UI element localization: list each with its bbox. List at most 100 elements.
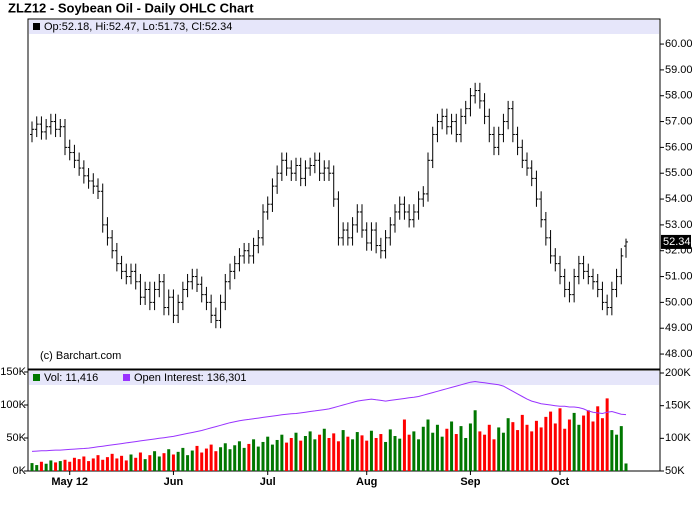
volume-bar — [346, 436, 350, 471]
volume-bar — [402, 419, 406, 471]
volume-bar — [275, 439, 279, 471]
volume-bar — [233, 445, 237, 471]
volume-bar — [171, 454, 175, 471]
volume-bar — [572, 412, 576, 471]
volume-bar — [247, 443, 251, 471]
volume-bar — [322, 428, 326, 471]
volume-bar — [110, 453, 114, 471]
volume-bar — [285, 442, 289, 471]
x-tick-label: Jul — [260, 476, 276, 488]
volume-bar — [591, 421, 595, 471]
y-tick-label: 49.00 — [665, 322, 693, 334]
volume-bar — [516, 430, 520, 471]
volume-bar — [374, 437, 378, 471]
volume-bar — [355, 432, 359, 471]
last-price-label: 52.34 — [663, 236, 691, 248]
volume-bar — [153, 451, 157, 471]
volume-bar — [82, 456, 86, 471]
x-tick-label: Aug — [356, 476, 377, 488]
y2-tick-label: 100K — [665, 432, 691, 444]
volume-bar — [313, 439, 317, 471]
y-tick-label: 60.00 — [665, 38, 693, 50]
open-interest-line — [31, 380, 627, 452]
volume-bar — [369, 430, 373, 471]
volume-bar — [511, 422, 515, 471]
volume-bar — [219, 447, 223, 471]
volume-bar — [605, 398, 609, 471]
volume-bar — [435, 424, 439, 471]
volume-bar — [115, 458, 119, 471]
volume-bar — [204, 448, 208, 471]
volume-bar — [63, 459, 67, 471]
volume-bar — [54, 462, 58, 471]
y-tick-label: 51.00 — [665, 270, 693, 282]
volume-bar — [256, 446, 260, 471]
volume-bar — [129, 454, 133, 471]
volume-bar — [242, 447, 246, 471]
volume-bar — [586, 410, 590, 471]
x-tick-label: May 12 — [51, 476, 88, 488]
volume-bar — [417, 439, 421, 471]
volume-bar — [134, 457, 138, 471]
volume-bar — [299, 440, 303, 471]
volume-bar — [200, 452, 204, 471]
volume-bar — [421, 426, 425, 471]
volume-bar — [294, 432, 298, 471]
volume-bar — [384, 441, 388, 471]
volume-bar — [468, 423, 472, 471]
volume-bar — [445, 428, 449, 471]
volume-bar — [124, 460, 128, 471]
y2-tick-label: 200K — [665, 367, 691, 379]
y-tick-label: 48.00 — [665, 348, 693, 360]
info-marker — [33, 23, 40, 30]
legend-swatch — [33, 374, 40, 381]
volume-bar — [431, 432, 435, 471]
volume-bar — [464, 437, 468, 471]
x-tick-label: Oct — [551, 476, 570, 488]
volume-bar — [615, 434, 619, 471]
volume-bar — [487, 424, 491, 471]
x-tick-label: Sep — [460, 476, 480, 488]
volume-bar — [619, 426, 623, 471]
volume-bar — [162, 453, 166, 471]
volume-bar — [143, 459, 147, 471]
volume-bar — [68, 461, 72, 471]
volume-bar — [506, 418, 510, 471]
volume-bar — [318, 434, 322, 471]
volume-bar — [39, 461, 43, 471]
y-tick-label: 50K — [6, 432, 26, 444]
volume-bar — [492, 439, 496, 471]
volume-bar — [223, 443, 227, 471]
volume-bar — [610, 430, 614, 471]
volume-bar — [77, 459, 81, 471]
y-tick-label: 57.00 — [665, 115, 693, 127]
volume-bar — [553, 423, 557, 471]
volume-bar — [190, 450, 194, 471]
info-bar — [29, 20, 659, 34]
volume-bar — [563, 428, 567, 471]
volume-bar — [483, 434, 487, 471]
copyright: (c) Barchart.com — [40, 350, 121, 362]
volume-bar — [544, 416, 548, 471]
volume-bar — [58, 461, 62, 471]
legend-entry: Vol: 11,416 — [44, 372, 98, 384]
y-tick-label: 53.00 — [665, 219, 693, 231]
legend-bar — [29, 371, 659, 385]
volume-bar — [534, 420, 538, 471]
chart-title: ZLZ12 - Soybean Oil - Daily OHLC Chart — [8, 0, 254, 15]
y-tick-label: 56.00 — [665, 141, 693, 153]
volume-bar — [624, 463, 628, 471]
volume-bar — [539, 427, 543, 471]
volume-bar — [280, 434, 284, 471]
volume-bar — [412, 431, 416, 471]
volume-bar — [148, 455, 152, 471]
volume-bar — [549, 411, 553, 471]
y-tick-label: 54.00 — [665, 193, 693, 205]
volume-bar — [327, 437, 331, 471]
volume-bar — [478, 431, 482, 471]
volume-bar — [261, 441, 265, 471]
y-tick-label: 50.00 — [665, 296, 693, 308]
y-tick-label: 0K — [13, 465, 27, 477]
volume-bar — [459, 426, 463, 471]
y2-tick-label: 150K — [665, 400, 691, 412]
